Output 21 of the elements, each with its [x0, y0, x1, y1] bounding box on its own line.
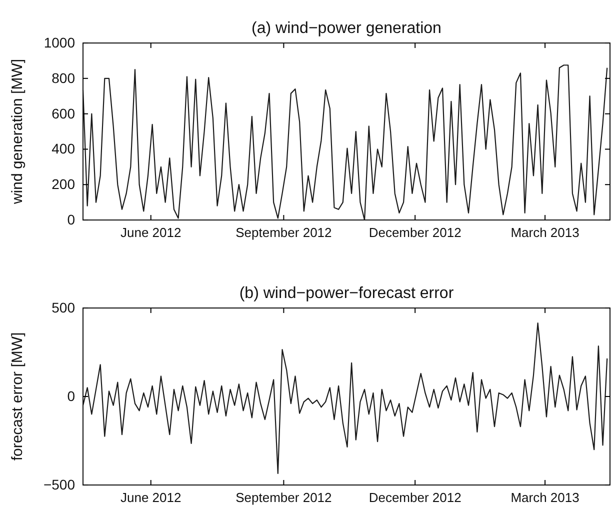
- x-tick-label: December 2012: [368, 490, 462, 506]
- x-tick-label: March 2013: [510, 225, 580, 240]
- y-tick-label: 1000: [44, 34, 76, 50]
- x-tick-label: June 2012: [120, 225, 182, 240]
- x-tick-label: June 2012: [120, 490, 182, 506]
- y-tick-label: 500: [52, 299, 76, 316]
- y-tick-label: 0: [67, 211, 76, 228]
- chart-title: (b) wind−power−forecast error: [239, 285, 454, 302]
- x-tick-label: September 2012: [236, 490, 332, 506]
- chart-title: (a) wind−power generation: [252, 20, 442, 37]
- x-tick-label: March 2013: [510, 490, 580, 506]
- x-tick-label: December 2012: [368, 225, 462, 240]
- y-axis-title: wind generation [MW]: [9, 58, 26, 206]
- y-tick-label: 400: [52, 140, 76, 157]
- y-tick-label: 0: [67, 388, 76, 404]
- y-tick-label: −500: [43, 476, 76, 492]
- y-tick-label: 200: [52, 176, 76, 192]
- y-axis-title: forecast error [MW]: [9, 332, 26, 461]
- x-tick-label: September 2012: [236, 225, 332, 240]
- y-tick-label: 600: [52, 105, 76, 122]
- y-tick-label: 800: [52, 70, 76, 86]
